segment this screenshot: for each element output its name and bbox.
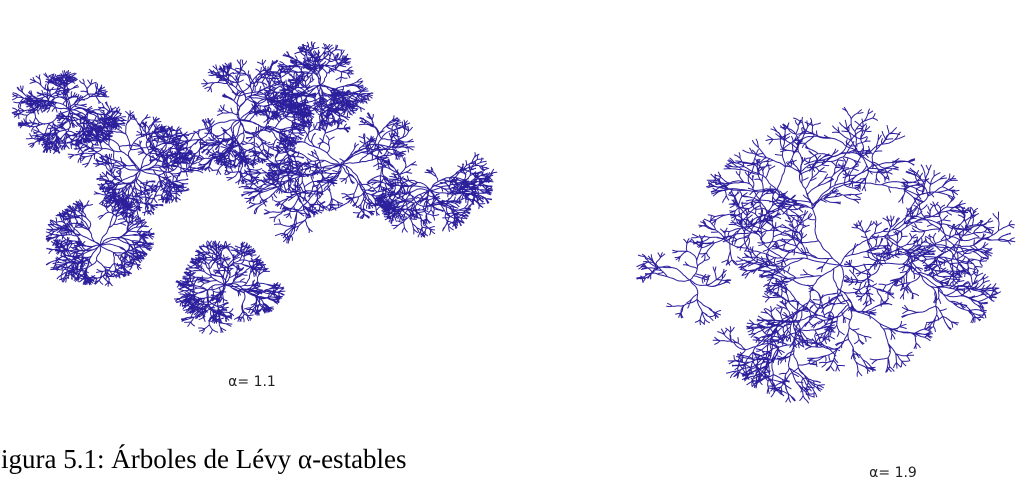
figure-caption: Figura 5.1: Árboles de Lévy α-estables (0, 444, 407, 474)
levy-tree-alpha-1-9 (636, 107, 1015, 403)
figure: α= 1.1 α= 1.9 Figura 5.1: Árboles de Lév… (0, 0, 1035, 484)
levy-tree-alpha-1-1 (12, 42, 497, 335)
tree-branches (691, 117, 1001, 403)
tree-branches (239, 112, 415, 244)
page: {"figure": {"panels": [{"label": "α= 1.1… (0, 0, 1035, 484)
tree-branches (636, 235, 731, 325)
panel-label: α= 1.1 (228, 374, 276, 390)
tree-branches (371, 152, 498, 237)
tree-branches (174, 241, 285, 335)
tree-branches (46, 198, 155, 287)
panel-label: α= 1.9 (869, 465, 917, 481)
